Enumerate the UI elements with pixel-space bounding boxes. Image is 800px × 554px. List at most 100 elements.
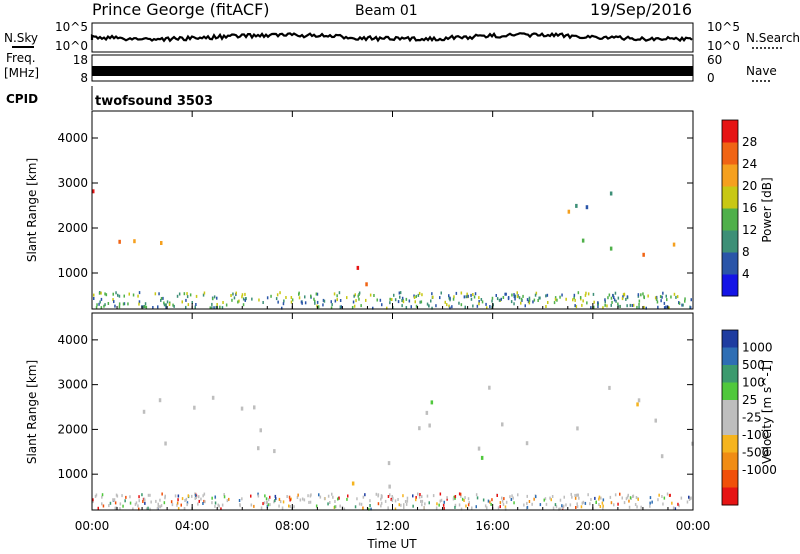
range-gate-cell [489,500,491,504]
range-gate-cell [115,291,117,295]
range-gate-cell [353,294,355,298]
range-gate-cell [123,294,125,298]
range-gate-cell [637,497,639,501]
range-gate-cell [688,498,691,501]
range-gate-cell [465,504,467,508]
range-gate-cell [609,495,612,499]
range-gate-cell [513,302,515,306]
nave-label: Nave [746,64,777,78]
range-gate-cell [165,305,167,309]
range-gate-cell [638,302,640,306]
range-gate-cell [402,494,404,498]
range-gate-cell [446,497,448,501]
range-gate-cell [114,501,117,505]
range-gate-cell [442,503,445,507]
range-gate-cell [449,306,451,310]
range-gate-cell [446,496,448,500]
range-gate-cell [629,496,632,500]
nsky-line [90,32,693,43]
range-gate-cell [377,502,380,506]
range-gate-cell [464,496,466,500]
range-gate-cell [241,497,243,501]
range-gate-cell [401,299,403,302]
range-gate-cell [636,305,638,309]
range-gate-cell [435,304,437,308]
range-gate-cell [669,493,671,497]
range-gate-cell [589,502,591,506]
range-gate-cell [391,499,394,502]
freq-trace [92,66,693,76]
range-gate-cell [154,292,157,296]
range-gate-cell [216,303,218,306]
range-gate-cell [476,496,479,500]
range-gate-cell [222,301,224,304]
colorbar-frame [721,119,739,297]
range-gate-cell [600,496,602,500]
range-gate-cell [559,498,562,502]
range-gate-cell [438,503,440,507]
range-gate-cell [92,498,94,502]
nsearch-tick-bottom: 10^0 [707,39,740,53]
range-gate-cell [290,497,292,501]
range-gate-cell [604,300,606,304]
range-gate-cell [245,297,247,301]
range-gate-cell [520,297,523,301]
range-gate-cell [439,499,441,503]
range-gate-cell [505,500,508,504]
range-gate-cell [405,306,408,309]
range-gate-cell [314,301,316,305]
range-gate-cell [593,300,595,304]
range-gate-cell [449,296,451,300]
range-gate-cell [187,303,190,307]
range-gate-cell [387,495,390,498]
range-gate-cell [235,291,237,295]
range-gate-cell [352,300,355,304]
nsky-tick-top: 10^5 [55,20,88,34]
colorbar-segment [722,452,738,471]
range-gate-cell [414,300,416,304]
range-gate-cell [426,494,429,498]
range-gate-cell [107,302,110,305]
range-gate-cell [523,503,525,507]
range-gate-cell [98,302,100,306]
colorbar-tick-label: -25 [742,411,762,425]
range-gate-cell [563,495,565,499]
range-gate-cell [333,292,336,296]
range-gate-cell [661,495,663,498]
range-gate-cell [518,296,521,300]
range-gate-cell [389,301,391,305]
range-gate-cell [531,502,533,506]
range-gate-cell [535,495,537,499]
range-gate-cell [490,502,492,506]
range-gate-cell [314,299,316,303]
range-gate-cell [380,501,383,505]
range-gate-cell [539,503,542,507]
range-gate-cell [276,293,279,297]
range-gate-cell [346,296,348,300]
range-gate-cell [552,506,555,510]
range-gate-cell [622,293,625,297]
range-gate-cell [104,292,106,296]
range-gate-cell [577,493,579,497]
range-gate-cell [677,502,679,506]
range-gate-cell [259,428,262,433]
range-gate-cell [387,461,391,466]
range-gate-cell [290,300,293,304]
range-gate-cell [291,298,294,302]
range-gate-cell [389,493,391,497]
range-gate-cell [432,494,435,498]
range-gate-cell [522,294,524,298]
range-gate-cell [415,498,417,502]
range-gate-cell [642,292,644,296]
range-gate-cell [423,506,425,510]
range-gate-cell [627,493,629,497]
range-gate-cell [575,305,578,309]
range-gate-cell [582,299,584,303]
range-gate-cell [626,495,629,499]
range-gate-cell [392,496,394,500]
range-gate-cell [617,502,619,506]
range-gate-cell [301,301,303,305]
range-gate-cell [640,293,642,297]
range-gate-cell [509,495,511,499]
colorbar-segment [722,186,738,209]
